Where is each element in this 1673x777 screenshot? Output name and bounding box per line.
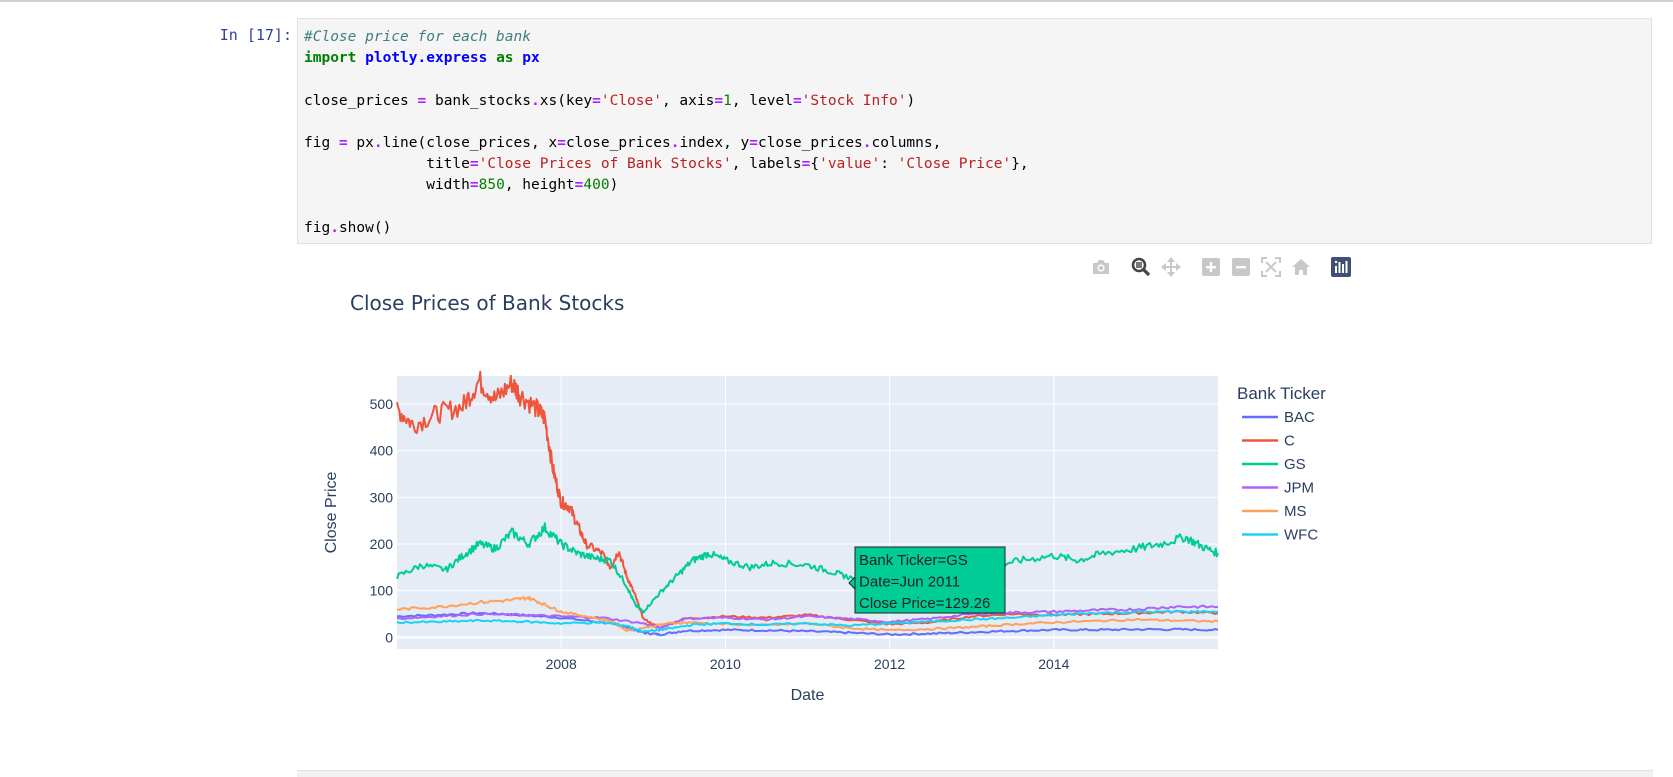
legend-label: C (1284, 433, 1295, 450)
series-line-gs[interactable] (396, 522, 1219, 614)
code-editor[interactable]: #Close price for each bank import plotly… (298, 19, 1651, 247)
pan-icon[interactable] (1160, 256, 1182, 278)
x-axis-ticks: 2008 2010 2012 2014 (546, 656, 1070, 672)
plotly-logo-icon[interactable] (1330, 256, 1352, 278)
zoom-icon[interactable] (1130, 256, 1152, 278)
series-line-wfc[interactable] (396, 609, 1218, 633)
x-tick-label: 2010 (710, 656, 741, 672)
y-tick-label: 300 (370, 489, 394, 505)
legend-title: Bank Ticker (1237, 384, 1326, 403)
gridlines (397, 376, 1218, 649)
code-cell[interactable]: #Close price for each bank import plotly… (297, 18, 1652, 244)
legend-label: BAC (1284, 409, 1315, 426)
tooltip-line: Close Price=129.26 (859, 595, 990, 612)
hover-tooltip: Bank Ticker=GS Date=Jun 2011 Close Price=1… (848, 546, 1006, 614)
legend-label: MS (1284, 503, 1307, 520)
x-tick-label: 2014 (1038, 656, 1069, 672)
cell-prompt: In [17]: (219, 26, 292, 44)
zoom-out-icon[interactable] (1230, 256, 1252, 278)
series-line-jpm[interactable] (396, 604, 1219, 630)
top-border (0, 0, 1673, 2)
y-tick-label: 100 (370, 583, 394, 599)
legend-item-bac[interactable]: BAC (1242, 409, 1315, 426)
series-line-c[interactable] (396, 370, 1219, 630)
y-tick-label: 400 (370, 443, 394, 459)
x-tick-label: 2008 (546, 656, 577, 672)
camera-icon[interactable] (1090, 256, 1112, 278)
zoom-in-icon[interactable] (1200, 256, 1222, 278)
x-axis-label: Date (791, 687, 825, 704)
legend-label: GS (1284, 456, 1306, 473)
legend-label: JPM (1284, 480, 1314, 497)
y-axis-label: Close Price (323, 472, 340, 554)
code-line-fig: fig = px.line(close_prices, x=close_pric… (304, 135, 942, 152)
code-line-import: import plotly.express as px (304, 50, 540, 67)
tooltip-line: Date=Jun 2011 (859, 574, 960, 591)
legend-item-jpm[interactable]: JPM (1242, 480, 1314, 497)
series-layer (396, 370, 1219, 637)
legend-item-gs[interactable]: GS (1242, 456, 1306, 473)
chart-title: Close Prices of Bank Stocks (350, 291, 625, 315)
code-line-xs: close_prices = bank_stocks.xs(key='Close… (304, 92, 916, 109)
x-tick-label: 2012 (874, 656, 905, 672)
autoscale-icon[interactable] (1260, 256, 1282, 278)
legend-item-ms[interactable]: MS (1242, 503, 1307, 520)
reset-axes-icon[interactable] (1290, 256, 1312, 278)
code-line-size: width=850, height=400) (304, 177, 619, 194)
legend-item-c[interactable]: C (1242, 433, 1295, 450)
code-comment: #Close price for each bank (304, 29, 531, 45)
legend-item-wfc[interactable]: WFC (1242, 527, 1318, 544)
legend-label: WFC (1284, 527, 1318, 544)
code-line-title: title='Close Prices of Bank Stocks', lab… (304, 156, 1029, 173)
y-tick-label: 200 (370, 536, 394, 552)
legend: Bank Ticker BAC C GS JPM MS WFC (1237, 384, 1326, 544)
next-cell-edge (297, 770, 1653, 777)
tooltip-box (854, 546, 1006, 614)
code-line-show: fig.show() (304, 219, 392, 236)
y-axis-ticks: 0 100 200 300 400 500 (370, 396, 394, 645)
y-tick-label: 500 (370, 396, 394, 412)
tooltip-line: Bank Ticker=GS (859, 552, 968, 569)
plot-area[interactable] (397, 376, 1218, 649)
y-tick-label: 0 (385, 629, 393, 645)
